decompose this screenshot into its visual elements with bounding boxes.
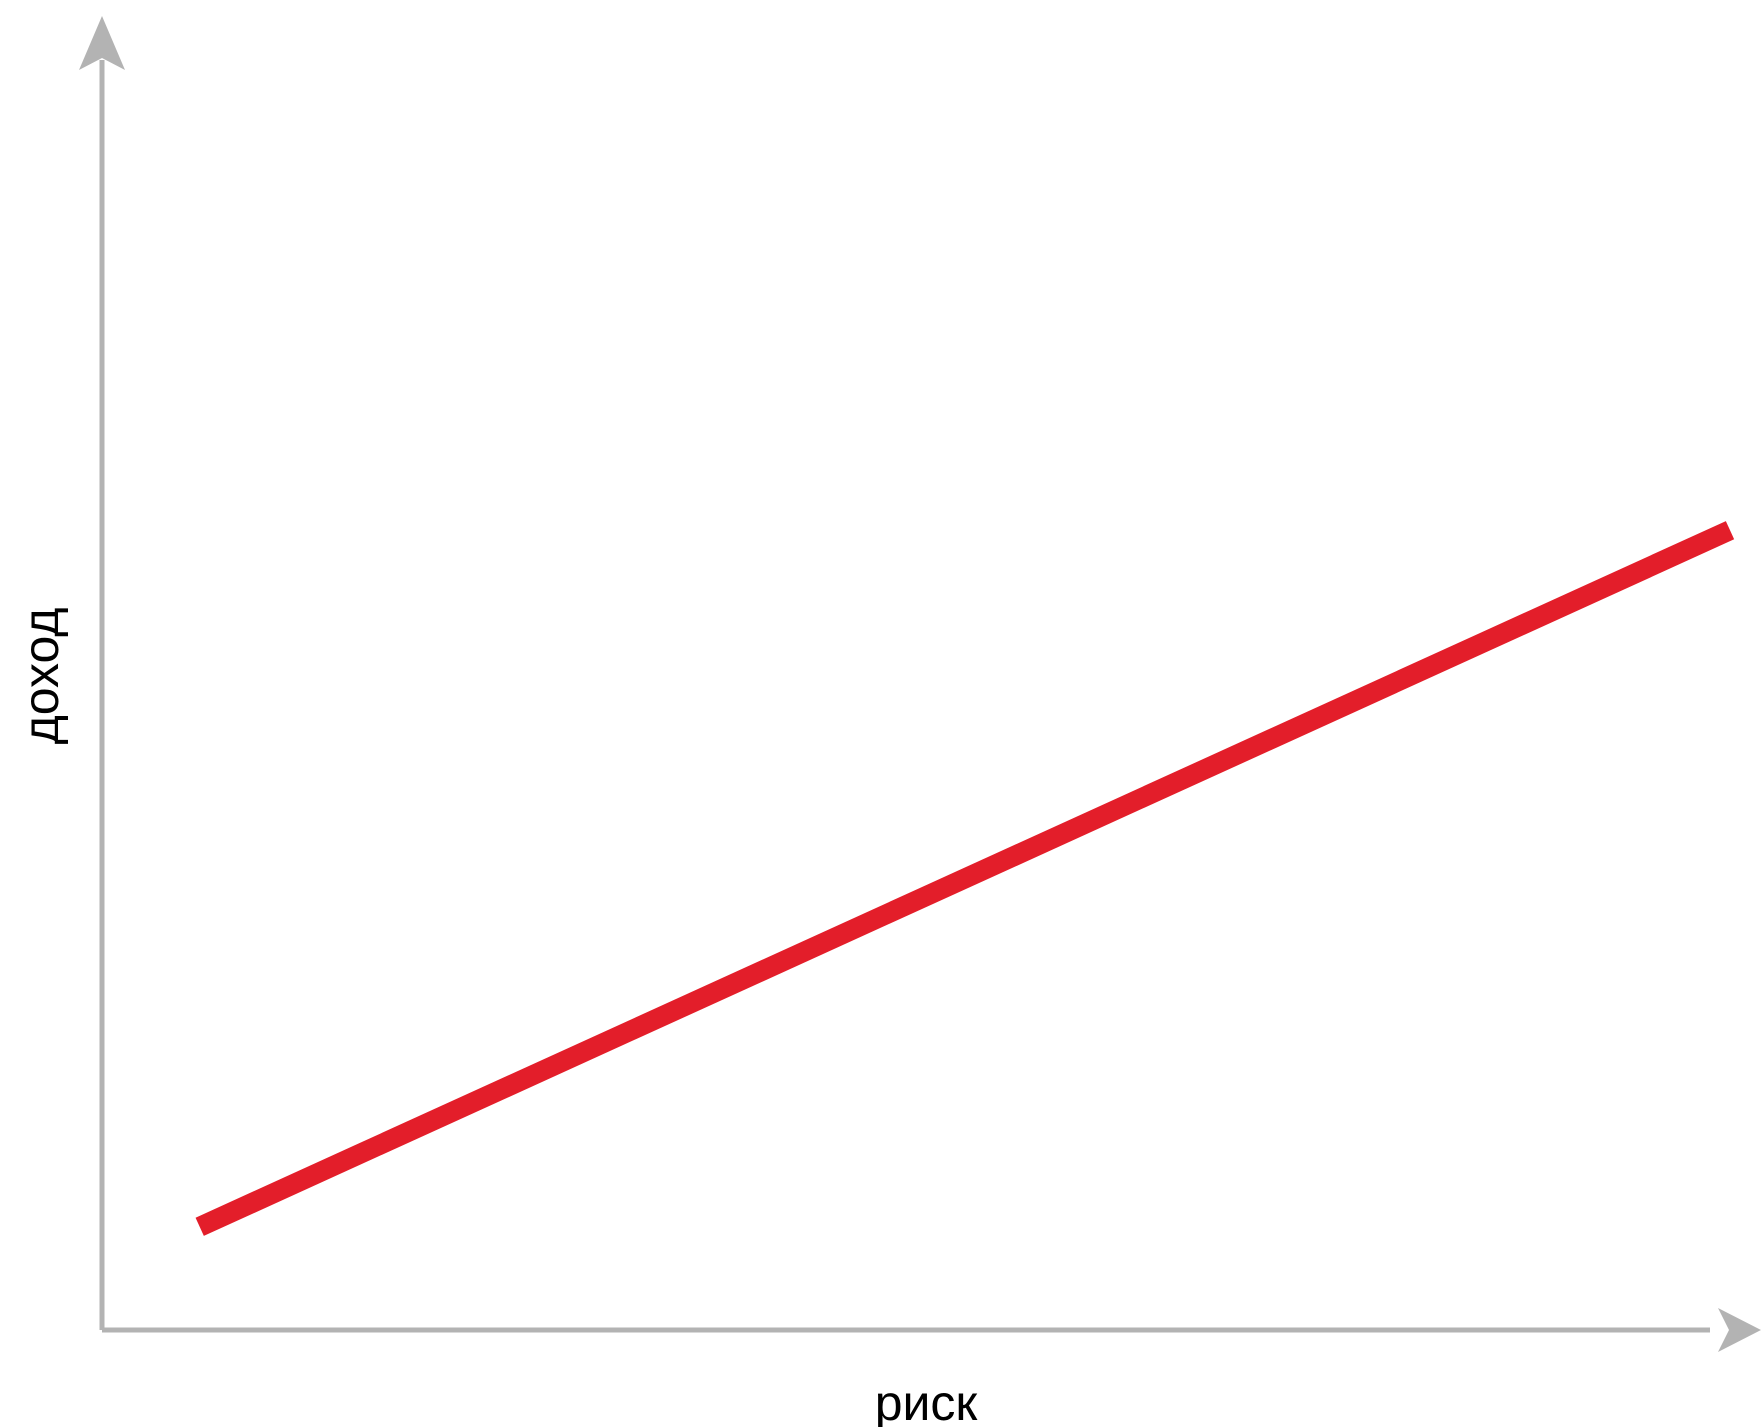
series-line-1	[195, 521, 1735, 1236]
x-axis-label: риск	[875, 1375, 979, 1427]
y-axis-arrowhead	[79, 16, 125, 70]
y-axis-label: доход	[13, 608, 69, 745]
x-axis-arrowhead	[1718, 1308, 1761, 1352]
axes	[79, 16, 1761, 1352]
series-layer	[195, 521, 1735, 1236]
